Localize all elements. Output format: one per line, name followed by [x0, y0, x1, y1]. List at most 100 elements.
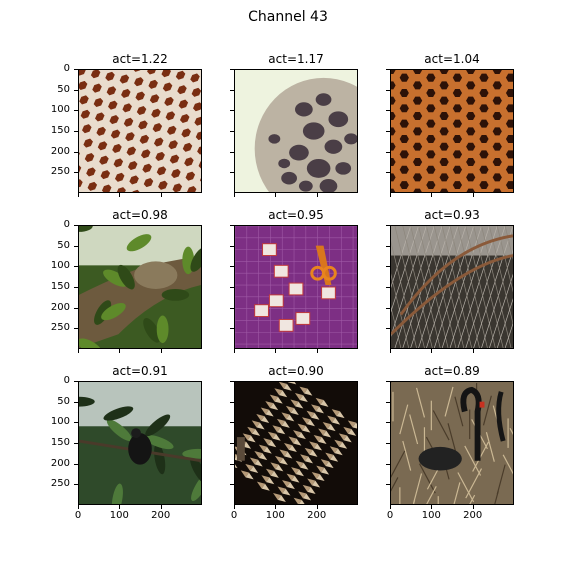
y-tick-label: 0 — [63, 375, 70, 386]
y-tick — [230, 225, 234, 226]
y-tick — [386, 89, 390, 91]
y-tick-label: 100 — [50, 416, 70, 428]
x-tick — [234, 505, 235, 509]
x-tick — [160, 505, 162, 509]
panel-title: act=0.93 — [424, 208, 480, 222]
y-tick-label: 200 — [50, 457, 70, 469]
image-thumbnail — [391, 382, 513, 504]
image-thumbnail — [79, 226, 201, 348]
panel-image-brick-lattice — [78, 69, 202, 193]
panel-title: act=1.22 — [112, 52, 168, 66]
x-tick — [119, 505, 121, 509]
panel-title: act=0.89 — [424, 364, 480, 378]
x-tick — [78, 505, 79, 509]
y-tick — [230, 328, 234, 330]
y-tick — [74, 381, 78, 382]
y-tick — [74, 151, 78, 153]
x-tick-label: 0 — [74, 510, 82, 521]
y-tick — [230, 151, 234, 153]
y-tick — [230, 422, 234, 424]
y-tick — [230, 381, 234, 382]
y-tick-label: 250 — [50, 166, 70, 178]
x-tick — [275, 193, 277, 197]
y-tick — [74, 463, 78, 465]
x-tick — [78, 193, 79, 197]
y-tick — [386, 484, 390, 486]
y-tick — [74, 245, 78, 247]
y-tick-label: 200 — [50, 301, 70, 313]
y-tick-label: 0 — [63, 219, 70, 230]
x-tick — [472, 349, 474, 353]
y-tick — [230, 484, 234, 486]
image-thumbnail — [79, 382, 201, 504]
y-tick — [74, 131, 78, 132]
panel-image-spiky-rows — [234, 381, 358, 505]
x-tick-label: 0 — [230, 510, 238, 521]
y-tick — [74, 266, 78, 268]
x-tick — [234, 349, 235, 353]
y-tick — [230, 307, 234, 309]
y-tick — [74, 328, 78, 330]
y-tick-label: 50 — [57, 239, 70, 251]
y-tick — [386, 307, 390, 309]
panel-title: act=1.17 — [268, 52, 324, 66]
y-tick — [386, 463, 390, 465]
y-tick-label: 100 — [50, 104, 70, 116]
y-tick — [230, 266, 234, 268]
x-tick — [390, 505, 391, 509]
y-tick — [74, 89, 78, 91]
y-tick-label: 50 — [57, 395, 70, 407]
x-tick — [119, 193, 121, 197]
y-tick — [386, 401, 390, 403]
x-tick — [275, 505, 277, 509]
y-tick — [386, 131, 390, 132]
y-tick-label: 250 — [50, 478, 70, 490]
y-tick — [386, 245, 390, 247]
x-tick — [390, 193, 391, 197]
y-tick-label: 50 — [57, 83, 70, 95]
y-tick-label: 150 — [50, 281, 70, 292]
y-tick — [386, 172, 390, 174]
y-tick — [74, 225, 78, 226]
y-tick — [74, 110, 78, 112]
panel-title: act=0.95 — [268, 208, 324, 222]
y-tick — [74, 287, 78, 288]
y-tick — [74, 307, 78, 309]
panel-image-bird-jungle — [78, 381, 202, 505]
x-tick-label: 200 — [307, 510, 327, 521]
y-tick-label: 150 — [50, 437, 70, 448]
figure-title: Channel 43 — [248, 9, 328, 25]
y-tick-label: 0 — [63, 63, 70, 74]
image-thumbnail — [391, 70, 513, 192]
x-tick — [160, 349, 162, 353]
y-tick — [230, 172, 234, 174]
x-tick — [472, 505, 474, 509]
y-tick — [386, 69, 390, 70]
panel-title: act=0.90 — [268, 364, 324, 378]
y-tick — [386, 287, 390, 288]
y-tick — [230, 463, 234, 465]
y-tick — [230, 131, 234, 132]
panel-title: act=0.98 — [112, 208, 168, 222]
x-tick — [275, 349, 277, 353]
x-tick — [472, 193, 474, 197]
y-tick-label: 100 — [50, 260, 70, 272]
x-tick-label: 100 — [421, 510, 441, 521]
y-tick — [74, 422, 78, 424]
y-tick-label: 150 — [50, 125, 70, 136]
y-tick — [386, 151, 390, 153]
x-tick — [431, 349, 433, 353]
panel-title: act=0.91 — [112, 364, 168, 378]
image-thumbnail — [79, 70, 201, 192]
y-tick — [230, 110, 234, 112]
y-tick — [386, 110, 390, 112]
y-tick — [230, 245, 234, 247]
panel-image-wire-mesh — [390, 225, 514, 349]
x-tick-label: 200 — [463, 510, 483, 521]
y-tick — [230, 89, 234, 91]
panel-image-craft-mat — [234, 225, 358, 349]
y-tick — [230, 443, 234, 444]
x-tick — [431, 193, 433, 197]
x-tick — [390, 349, 391, 353]
y-tick — [74, 69, 78, 70]
